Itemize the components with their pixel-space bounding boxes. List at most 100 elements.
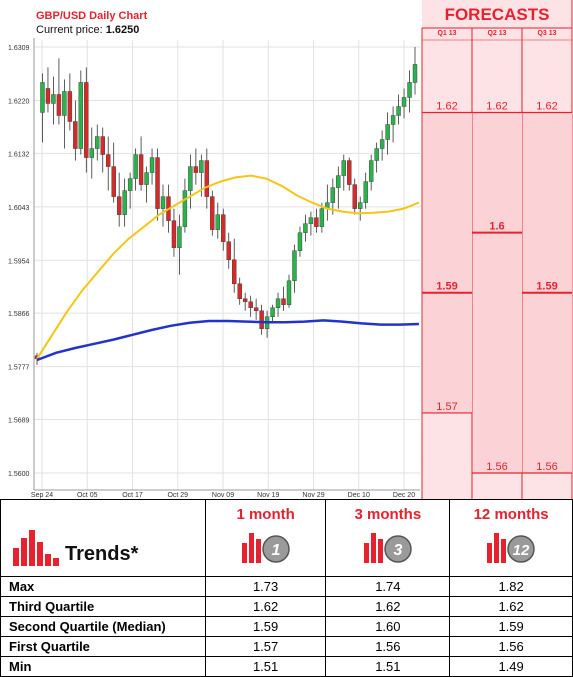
candle-body (127, 178, 133, 191)
x-tick-label: Nov 19 (257, 492, 279, 499)
row-label: Second Quartile (Median) (0, 616, 206, 637)
current-price-prefix: Current price: (36, 24, 103, 36)
candle-body (111, 166, 116, 197)
candle-body (133, 154, 138, 179)
candle-body (297, 232, 303, 251)
y-tick-label: 1.5689 (8, 418, 30, 425)
grid (33, 38, 420, 491)
candle-body (100, 136, 105, 155)
candle-body (314, 217, 319, 227)
forecast-columns: Q1 13 Q2 13 Q3 13 1.62 1.59 1.57 1.62 1.6 1.56 1.… (421, 0, 573, 499)
candle-body (401, 97, 407, 107)
trend-column-header-1: 1 month 1 (204, 499, 327, 577)
candle-body (341, 160, 346, 176)
y-tick-label: 1.5777 (8, 365, 30, 372)
x-tick-label: Nov 09 (212, 492, 234, 499)
candle-body (40, 82, 45, 113)
candle-body (210, 196, 215, 230)
candle-body (336, 175, 341, 188)
bar-chart-icon (13, 530, 59, 566)
three-months-badge-icon: 3 (363, 533, 412, 563)
candle-body (155, 157, 160, 209)
y-tick-label: 1.6220 (8, 98, 30, 105)
candle-body (407, 82, 412, 98)
candle-body (396, 106, 401, 116)
trends-row-median: Second Quartile (Median) 1.59 1.60 1.59 (0, 616, 573, 637)
candle-body (221, 214, 226, 242)
row-value: 1.62 (449, 596, 573, 617)
forecast-level-label: 1.57 (436, 401, 457, 413)
row-value: 1.49 (449, 656, 573, 677)
chart-title: GBP/USD Daily Chart (36, 10, 148, 22)
twelve-months-badge-icon: 12 (487, 533, 535, 563)
forecast-column-label: Q1 13 (437, 30, 456, 37)
row-value: 1.59 (449, 616, 573, 637)
row-value: 1.56 (449, 636, 573, 657)
moving-average-long-line (36, 319, 420, 362)
candle-body (368, 160, 374, 182)
forecast-level-label: 1.59 (536, 281, 557, 293)
candle-body (193, 166, 199, 173)
candle-body (56, 94, 62, 116)
forecast-column-label: Q2 13 (487, 30, 506, 37)
forecast-level-label: 1.62 (436, 100, 457, 112)
trend-column-header-12: 12 months 12 (449, 499, 573, 577)
candle-body (89, 148, 94, 158)
candle-body (182, 190, 188, 227)
candle-body (242, 298, 248, 302)
y-axis-ticks: 1.6309 1.6220 1.6132 1.6043 1.5954 1.5866 1.57… (8, 45, 30, 478)
candle-body (51, 94, 56, 104)
x-axis-ticks: Sep 24 Oct 05 Oct 17 Oct 29 Nov 09 Nov 19 Nov … (31, 492, 415, 499)
forecast-level-label: 1.56 (536, 461, 557, 473)
current-price-value: 1.6250 (106, 24, 140, 36)
y-tick-label: 1.6043 (8, 205, 30, 212)
badge-number: 3 (393, 542, 402, 559)
candle-body (149, 157, 155, 173)
badge-number: 12 (513, 542, 530, 559)
candle-body (270, 307, 275, 317)
x-tick-label: Oct 17 (122, 492, 143, 499)
forecast-level-label: 1.59 (436, 281, 457, 293)
badge-number: 1 (271, 542, 280, 559)
trends-row-max: Max 1.73 1.74 1.82 (0, 576, 573, 597)
trend-column-header-3: 3 months 3 (325, 499, 451, 577)
candle-body (199, 160, 204, 173)
candle-body (319, 208, 325, 227)
trends-row-first-quartile: First Quartile 1.57 1.56 1.56 (0, 636, 573, 657)
forecast-level-label: 1.62 (486, 100, 507, 112)
x-tick-label: Nov 29 (302, 492, 324, 499)
candle-body (116, 196, 122, 215)
x-tick-label: Sep 24 (31, 492, 53, 499)
candle-body (347, 160, 352, 185)
candle-body (45, 88, 51, 104)
row-value: 1.57 (204, 636, 327, 657)
candle-body (78, 82, 84, 149)
x-tick-label: Dec 20 (393, 492, 415, 499)
row-label: Min (0, 656, 206, 677)
row-value: 1.82 (449, 576, 573, 597)
candle-body (237, 283, 242, 299)
candle-body (62, 91, 67, 116)
candle-body (275, 298, 281, 308)
row-value: 1.62 (325, 596, 451, 617)
row-value: 1.59 (204, 616, 327, 637)
row-value: 1.62 (204, 596, 327, 617)
x-tick-label: Oct 29 (167, 492, 188, 499)
forecast-range-bar (423, 112, 472, 413)
x-tick-label: Dec 10 (348, 492, 370, 499)
row-value: 1.60 (325, 616, 451, 637)
trends-title: Trends* (65, 543, 139, 565)
candle-body (374, 148, 379, 161)
candle-body (352, 184, 357, 209)
candle-body (171, 220, 177, 248)
candle-body (67, 91, 73, 122)
trends-row-third-quartile: Third Quartile 1.62 1.62 1.62 (0, 596, 573, 617)
forecast-level-label: 1.56 (486, 461, 507, 473)
candle-body (303, 223, 308, 233)
trends-table: Trends* 1 month 1 3 months (0, 499, 573, 677)
candle-body (385, 124, 390, 140)
candle-body (106, 154, 111, 167)
candle-body (84, 82, 89, 158)
one-month-badge-icon: 1 (241, 533, 290, 563)
candle-body (259, 310, 264, 329)
